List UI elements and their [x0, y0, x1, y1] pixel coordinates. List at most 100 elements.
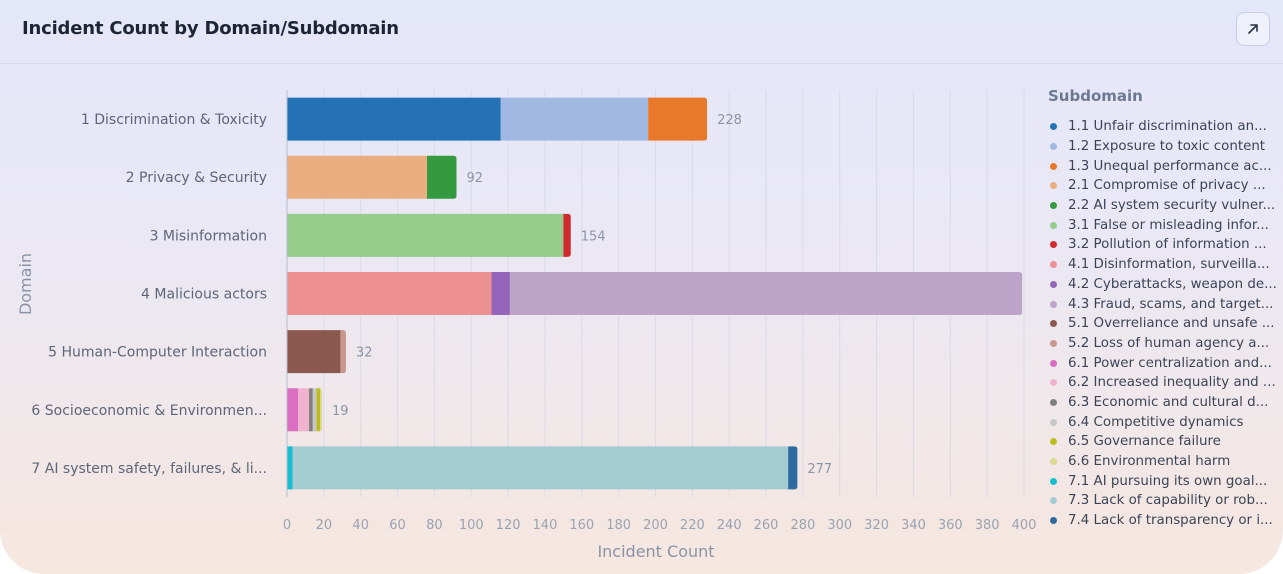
total-label: 277: [807, 462, 832, 477]
legend-dot-icon: [1050, 202, 1057, 210]
x-tick-label: 200: [643, 518, 668, 533]
legend-item[interactable]: 6.1 Power centralization and...: [1050, 353, 1282, 373]
bar-segment[interactable]: [292, 446, 789, 490]
category-label: 6 Socioeconomic & Environmen...: [31, 403, 267, 419]
legend-item[interactable]: 4.1 Disinformation, surveilla...: [1050, 255, 1282, 275]
legend-item[interactable]: 5.2 Loss of human agency a...: [1050, 334, 1282, 354]
bar-segment[interactable]: [312, 388, 317, 432]
legend-item[interactable]: 6.5 Governance failure: [1050, 432, 1282, 452]
x-tick-label: 140: [533, 518, 558, 533]
bar-segment[interactable]: [316, 388, 321, 432]
x-tick-label: 220: [680, 518, 705, 533]
legend-item[interactable]: 6.2 Increased inequality and ...: [1050, 373, 1282, 393]
category-label: 5 Human-Computer Interaction: [48, 345, 267, 361]
bar-segment[interactable]: [287, 388, 299, 432]
legend-dot-icon: [1050, 458, 1057, 466]
legend-item[interactable]: 3.1 False or misleading infor...: [1050, 215, 1282, 235]
legend-item[interactable]: 7.3 Lack of capability or rob...: [1050, 491, 1282, 511]
legend-dot-icon: [1050, 162, 1057, 170]
x-tick-label: 400: [1012, 518, 1037, 533]
legend-label: 6.1 Power centralization and...: [1068, 355, 1272, 371]
legend-dot-icon: [1050, 339, 1057, 347]
bar-segment[interactable]: [563, 213, 571, 257]
legend-label: 1.2 Exposure to toxic content: [1068, 139, 1266, 155]
x-tick-label: 300: [827, 518, 852, 533]
legend-item[interactable]: 2.1 Compromise of privacy ...: [1050, 176, 1282, 196]
legend-label: 1.3 Unequal performance ac...: [1068, 158, 1272, 174]
x-tick-label: 180: [606, 518, 631, 533]
bar-segment[interactable]: [491, 272, 510, 315]
legend-label: 7.3 Lack of capability or rob...: [1068, 493, 1268, 509]
total-label: 32: [356, 346, 373, 361]
legend-label: 2.1 Compromise of privacy ...: [1068, 178, 1266, 194]
legend-dot-icon: [1050, 143, 1057, 151]
bar-segment[interactable]: [319, 388, 323, 432]
legend-label: 7.1 AI pursuing its own goal...: [1068, 473, 1268, 489]
legend-item[interactable]: 1.2 Exposure to toxic content: [1050, 137, 1282, 157]
legend-label: 6.4 Competitive dynamics: [1068, 414, 1244, 430]
x-tick-label: 20: [316, 518, 333, 533]
legend-item[interactable]: 3.2 Pollution of information ...: [1050, 235, 1282, 255]
legend-label: 1.1 Unfair discrimination an...: [1068, 119, 1267, 135]
bar-segment[interactable]: [287, 213, 564, 257]
x-axis-ticks: 0 20 40 60 80 100 120 140 160 180 200 220 240 260 280 3…: [283, 518, 1037, 533]
bar-segment[interactable]: [788, 446, 798, 490]
total-label: 154: [581, 229, 606, 244]
legend-dot-icon: [1050, 261, 1057, 269]
category-label: 2 Privacy & Security: [126, 170, 267, 186]
legend-label: 3.1 False or misleading infor...: [1068, 217, 1269, 233]
x-tick-label: 340: [901, 518, 926, 533]
x-axis-label: Incident Count: [597, 542, 714, 561]
arrow-up-right-icon: [1248, 24, 1258, 34]
bar-segment[interactable]: [298, 388, 310, 432]
bar-segment[interactable]: [287, 97, 501, 141]
bar-segment[interactable]: [648, 97, 708, 141]
bar-series: [287, 97, 1023, 490]
bar-segment[interactable]: [509, 272, 1023, 315]
bar-segment[interactable]: [287, 330, 341, 374]
legend-item[interactable]: 6.6 Environmental harm: [1050, 452, 1282, 472]
legend-label: 5.1 Overreliance and unsafe ...: [1068, 316, 1275, 332]
y-axis-label: Domain: [16, 253, 35, 315]
total-label: 92: [467, 171, 484, 186]
bar-segment[interactable]: [287, 446, 293, 490]
legend-label: 7.4 Lack of transparency or i...: [1068, 513, 1273, 529]
legend-dot-icon: [1050, 398, 1057, 406]
legend-dot-icon: [1050, 497, 1057, 505]
bar-segment[interactable]: [287, 272, 492, 315]
x-tick-label: 40: [352, 518, 369, 533]
legend-dot-icon: [1050, 359, 1057, 367]
legend-dot-icon: [1050, 221, 1057, 229]
bar-segment[interactable]: [500, 97, 649, 141]
x-tick-label: 80: [426, 518, 443, 533]
legend-item[interactable]: 2.2 AI system security vulner...: [1050, 196, 1282, 216]
legend-item[interactable]: 7.4 Lack of transparency or i...: [1050, 511, 1282, 531]
legend-item[interactable]: 1.1 Unfair discrimination an...: [1050, 117, 1282, 137]
legend-item[interactable]: 1.3 Unequal performance ac...: [1050, 156, 1282, 176]
bar-segment[interactable]: [287, 155, 428, 199]
expand-button[interactable]: [1236, 12, 1270, 46]
legend-label: 4.2 Cyberattacks, weapon de...: [1068, 276, 1277, 292]
legend-label: 6.2 Increased inequality and ...: [1068, 375, 1276, 391]
legend-item[interactable]: 4.2 Cyberattacks, weapon de...: [1050, 275, 1282, 295]
legend-label: 5.2 Loss of human agency a...: [1068, 335, 1270, 351]
legend-item[interactable]: 5.1 Overreliance and unsafe ...: [1050, 314, 1282, 334]
category-labels: 1 Discrimination & Toxicity 2 Privacy & S…: [31, 112, 267, 477]
legend-item[interactable]: 4.3 Fraud, scams, and target...: [1050, 294, 1282, 314]
legend: 1.1 Unfair discrimination an... 1.2 Expos…: [1050, 117, 1282, 530]
bar-segment[interactable]: [309, 388, 313, 432]
legend-dot-icon: [1050, 418, 1057, 426]
category-label: 3 Misinformation: [150, 228, 267, 244]
legend-item[interactable]: 6.4 Competitive dynamics: [1050, 412, 1282, 432]
legend-item[interactable]: 7.1 AI pursuing its own goal...: [1050, 471, 1282, 491]
x-tick-label: 280: [790, 518, 815, 533]
bar-segment[interactable]: [340, 330, 346, 374]
legend-item[interactable]: 6.3 Economic and cultural d...: [1050, 393, 1282, 413]
category-label: 4 Malicious actors: [141, 287, 267, 303]
legend-dot-icon: [1050, 438, 1057, 446]
category-label: 1 Discrimination & Toxicity: [81, 112, 267, 128]
bar-segment[interactable]: [427, 155, 457, 199]
legend-dot-icon: [1050, 477, 1057, 485]
legend-dot-icon: [1050, 280, 1057, 288]
